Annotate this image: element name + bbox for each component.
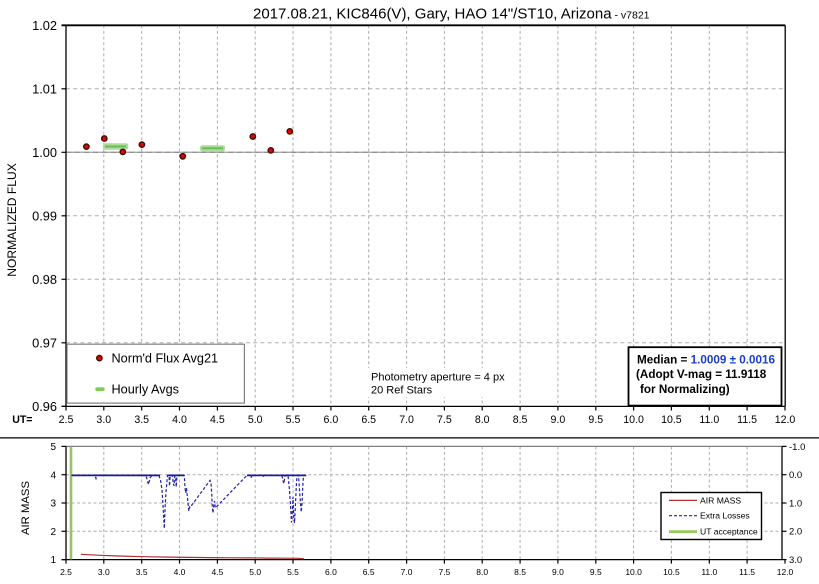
svg-text:2017.08.21, KIC846(V), Gary, H: 2017.08.21, KIC846(V), Gary, HAO 14"/ST1… xyxy=(253,6,650,23)
svg-text:6.5: 6.5 xyxy=(361,414,376,426)
svg-text:3.0: 3.0 xyxy=(96,414,111,426)
svg-text:2.5: 2.5 xyxy=(60,567,72,577)
svg-text:Median = 1.0009 ± 0.0016: Median = 1.0009 ± 0.0016 xyxy=(637,354,775,367)
svg-text:11.5: 11.5 xyxy=(737,414,757,426)
svg-text:10.0: 10.0 xyxy=(625,567,642,577)
svg-text:4.5: 4.5 xyxy=(210,414,225,426)
svg-text:10.5: 10.5 xyxy=(661,414,682,426)
svg-text:6.0: 6.0 xyxy=(325,567,337,577)
svg-text:5.0: 5.0 xyxy=(249,567,261,577)
svg-text:9.0: 9.0 xyxy=(552,567,564,577)
svg-text:4.5: 4.5 xyxy=(211,567,223,577)
svg-text:0.97: 0.97 xyxy=(32,335,57,350)
svg-text:4: 4 xyxy=(50,470,56,481)
svg-text:11.0: 11.0 xyxy=(699,414,719,426)
svg-text:3.0: 3.0 xyxy=(789,555,802,566)
svg-text:3.0: 3.0 xyxy=(98,567,110,577)
svg-text:NORMALIZED FLUX: NORMALIZED FLUX xyxy=(5,163,19,277)
svg-text:UT=: UT= xyxy=(12,414,32,426)
svg-text:-1.0: -1.0 xyxy=(789,442,805,453)
svg-text:7.0: 7.0 xyxy=(399,414,414,426)
svg-text:10.0: 10.0 xyxy=(623,414,644,426)
svg-text:4.0: 4.0 xyxy=(172,414,187,426)
svg-text:1.00: 1.00 xyxy=(32,145,57,160)
svg-text:0.0: 0.0 xyxy=(789,470,802,481)
svg-text:8.0: 8.0 xyxy=(476,567,488,577)
svg-text:5: 5 xyxy=(50,442,56,453)
svg-text:6.5: 6.5 xyxy=(363,567,375,577)
svg-text:7.5: 7.5 xyxy=(438,567,450,577)
svg-text:5.5: 5.5 xyxy=(287,567,299,577)
svg-text:Extra Losses: Extra Losses xyxy=(700,511,750,521)
svg-text:2.5: 2.5 xyxy=(59,414,74,426)
svg-text:3: 3 xyxy=(50,499,56,510)
svg-text:5.5: 5.5 xyxy=(286,414,301,426)
svg-text:3.5: 3.5 xyxy=(134,414,149,426)
svg-text:8.5: 8.5 xyxy=(514,567,526,577)
svg-text:20 Ref Stars: 20 Ref Stars xyxy=(371,385,433,397)
svg-text:7.0: 7.0 xyxy=(401,567,413,577)
svg-text:11.5: 11.5 xyxy=(739,567,755,577)
svg-text:8.5: 8.5 xyxy=(513,414,528,426)
svg-text:9.5: 9.5 xyxy=(590,567,602,577)
svg-text:7.5: 7.5 xyxy=(437,414,452,426)
svg-text:AIR MASS: AIR MASS xyxy=(20,481,32,535)
svg-text:1: 1 xyxy=(50,555,56,566)
svg-text:11.0: 11.0 xyxy=(701,567,717,577)
svg-text:1.01: 1.01 xyxy=(32,81,57,96)
svg-text:4.0: 4.0 xyxy=(174,567,186,577)
svg-text:UT acceptance: UT acceptance xyxy=(700,527,758,537)
svg-text:Photometry aperture = 4 px: Photometry aperture = 4 px xyxy=(371,371,505,383)
svg-text:AIR MASS: AIR MASS xyxy=(700,495,741,505)
svg-text:9.5: 9.5 xyxy=(588,414,603,426)
svg-text:1.0: 1.0 xyxy=(789,498,802,509)
svg-text:2.0: 2.0 xyxy=(789,527,802,538)
svg-text:Hourly Avgs: Hourly Avgs xyxy=(112,383,179,397)
svg-text:5.0: 5.0 xyxy=(248,414,263,426)
svg-text:10.5: 10.5 xyxy=(663,567,680,577)
svg-text:8.0: 8.0 xyxy=(475,414,490,426)
svg-text:6.0: 6.0 xyxy=(324,414,339,426)
svg-text:0.98: 0.98 xyxy=(32,272,57,287)
svg-text:1.02: 1.02 xyxy=(32,18,57,33)
svg-text:2: 2 xyxy=(50,527,56,538)
svg-text:Norm'd Flux Avg21: Norm'd Flux Avg21 xyxy=(112,352,219,366)
svg-text:3.5: 3.5 xyxy=(136,567,148,577)
svg-text:12.0: 12.0 xyxy=(777,567,794,577)
svg-text:for Normalizing): for Normalizing) xyxy=(640,383,730,396)
svg-text:0.99: 0.99 xyxy=(32,208,57,223)
svg-text:12.0: 12.0 xyxy=(775,414,796,426)
svg-text:0.96: 0.96 xyxy=(32,399,57,414)
svg-text:9.0: 9.0 xyxy=(551,414,566,426)
svg-text:(Adopt V-mag = 11.9118: (Adopt V-mag = 11.9118 xyxy=(636,368,767,381)
